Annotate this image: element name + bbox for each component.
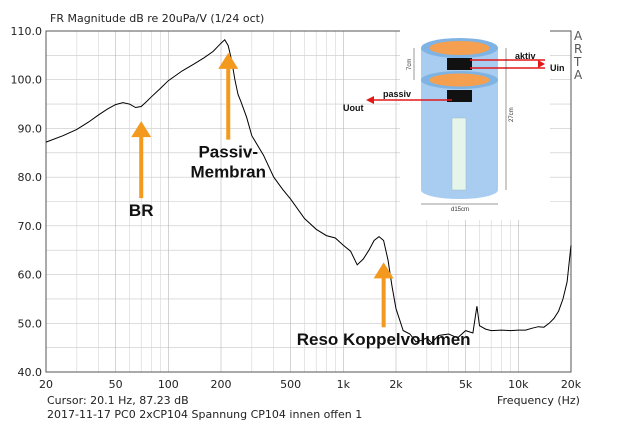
watermark-a2: A (574, 68, 583, 82)
y-tick-label: 90.0 (18, 122, 43, 135)
annotation-label: Reso Koppelvolumen (297, 330, 471, 349)
y-axis-ticks: 40.0 50.0 60.0 70.0 80.0 90.0 100.0 110.0 (11, 25, 43, 379)
x-tick-label: 20k (561, 378, 582, 391)
passive-membrane (429, 73, 490, 87)
dim-27cm: 27cm (509, 107, 515, 122)
x-tick-label: 100 (158, 378, 179, 391)
annotation-arrowhead (218, 52, 239, 69)
x-tick-label: 5k (459, 378, 473, 391)
chart-title: FR Magnitude dB re 20uPa/V (1/24 oct) (50, 12, 264, 25)
y-tick-label: 80.0 (18, 171, 43, 184)
annotation-label-line2: Membran (190, 163, 266, 182)
setup-diagram: aktiv Uin passiv Uout 7cm 27cm d15cm (343, 30, 565, 220)
y-tick-label: 100.0 (11, 74, 43, 87)
annotation-label: BR (129, 201, 154, 220)
dim-d15cm: d15cm (451, 207, 469, 213)
plot-area (45, 30, 572, 373)
x-tick-label: 200 (211, 378, 232, 391)
annotation-arrowhead (131, 121, 152, 138)
y-tick-label: 60.0 (18, 269, 43, 282)
x-tick-label: 1k (337, 378, 351, 391)
x-tick-label: 20 (39, 378, 53, 391)
watermark-t: T (573, 55, 582, 69)
y-tick-label: 40.0 (18, 366, 43, 379)
y-tick-label: 70.0 (18, 220, 43, 233)
annotations: BR Passiv-Membran Reso Koppelvolumen (129, 52, 471, 349)
cursor-readout: Cursor: 20.1 Hz, 87.23 dB (47, 394, 189, 407)
watermark-r: R (574, 42, 582, 56)
uout-arrowhead (366, 96, 374, 104)
x-tick-label: 500 (280, 378, 301, 391)
uin-arrowhead (538, 60, 545, 68)
port-tube (451, 117, 467, 191)
series-line (45, 39, 572, 344)
x-tick-label: 50 (109, 378, 123, 391)
dim-7cm: 7cm (407, 59, 413, 70)
x-axis-ticks: 20 50 100 200 500 1k 2k 5k 10k 20k (39, 378, 582, 391)
passive-driver-magnet (447, 90, 472, 102)
annotation-arrowhead (373, 262, 394, 279)
x-axis-label: Frequency (Hz) (497, 394, 580, 407)
footer-info: 2017-11-17 PC0 2xCP104 Spannung CP104 in… (47, 408, 362, 421)
y-tick-label: 50.0 (18, 317, 43, 330)
x-tick-label: 10k (508, 378, 529, 391)
passiv-label: passiv (383, 89, 411, 99)
aktiv-label: aktiv (515, 51, 536, 61)
watermark-a1: A (574, 29, 583, 43)
uin-label: Uin (550, 63, 565, 73)
uout-label: Uout (343, 103, 364, 113)
active-driver-magnet (447, 58, 472, 70)
x-tick-label: 2k (389, 378, 403, 391)
annotation-label: Passiv- (198, 143, 258, 162)
y-tick-label: 110.0 (11, 25, 43, 38)
active-membrane (429, 41, 490, 55)
